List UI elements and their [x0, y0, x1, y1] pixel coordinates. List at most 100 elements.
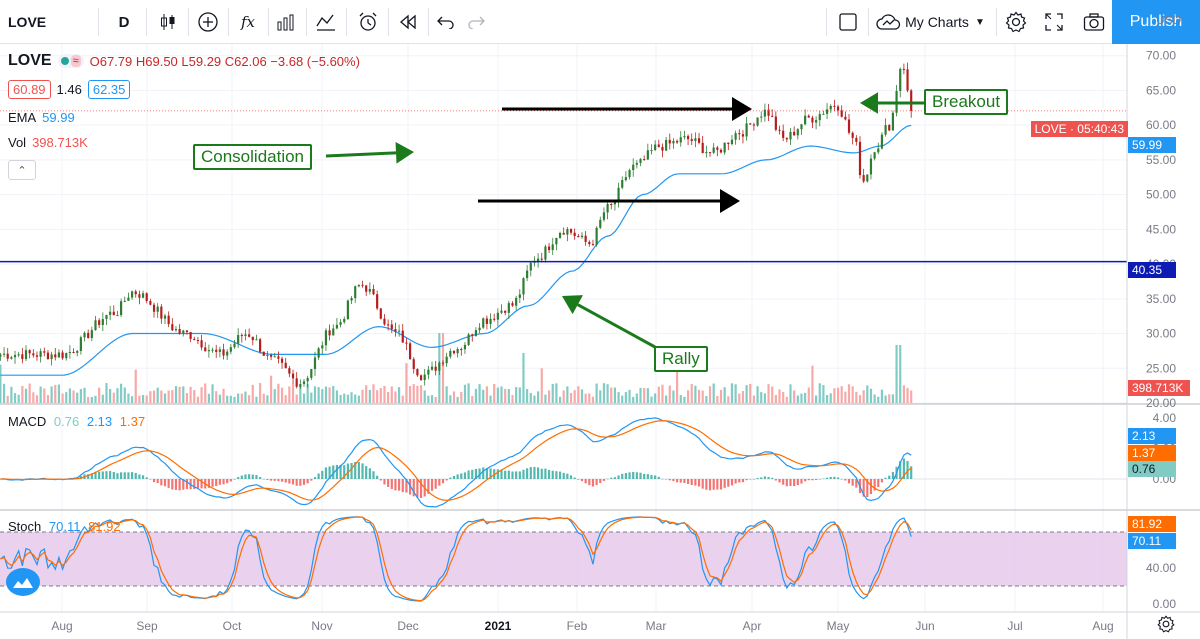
macd-hist-bar — [734, 479, 737, 484]
candle-body — [262, 351, 265, 356]
macd-hist-bar — [87, 474, 90, 479]
redo-icon[interactable] — [462, 0, 490, 44]
macd-hist-bar — [449, 477, 452, 479]
macd-hist-bar — [778, 479, 781, 483]
gear-icon[interactable] — [998, 0, 1034, 44]
financials-icon[interactable] — [268, 0, 304, 44]
volume-bar — [474, 388, 478, 403]
candle-body — [291, 373, 295, 379]
candle-body — [676, 140, 679, 143]
volume-bar — [694, 385, 697, 403]
candle-body — [745, 123, 748, 137]
collapse-legend-button[interactable]: ⌃ — [8, 160, 36, 180]
time-tick-label: Nov — [311, 619, 332, 633]
compare-icon[interactable] — [190, 0, 226, 44]
candle — [182, 329, 185, 337]
candle — [749, 123, 752, 125]
camera-icon[interactable] — [1076, 0, 1112, 44]
symbol-search[interactable]: LOVE — [8, 14, 47, 30]
candle-body — [471, 334, 474, 336]
candle — [54, 347, 57, 361]
templates-icon[interactable] — [308, 0, 344, 44]
macd-hist-bar — [705, 479, 708, 490]
status-pill[interactable]: ≈ — [57, 54, 84, 68]
candle — [50, 351, 53, 366]
fullscreen-icon[interactable] — [1036, 0, 1072, 44]
interval-button[interactable]: D — [118, 13, 130, 31]
candle-body — [496, 312, 499, 320]
my-charts-button[interactable]: My Charts ▼ — [866, 0, 994, 44]
ask-button[interactable]: 62.35 — [87, 80, 131, 99]
volume-bar — [617, 392, 620, 403]
candle — [902, 63, 905, 75]
rally-label[interactable]: Rally — [654, 346, 708, 372]
macd-hist-bar — [211, 479, 214, 487]
indicators-icon[interactable]: fx — [240, 13, 255, 31]
volume-bar — [24, 388, 28, 403]
volume-bar — [291, 383, 295, 403]
macd-hist-bar — [767, 477, 770, 479]
annotation-arrows[interactable] — [325, 92, 924, 349]
volume-bar — [522, 353, 525, 403]
bid-button[interactable]: 60.89 — [8, 80, 51, 99]
volume-bar — [460, 392, 463, 403]
candle — [760, 111, 763, 123]
candle — [500, 304, 503, 315]
candle — [387, 319, 390, 331]
macd-hist-bar — [825, 477, 829, 479]
volume-bar — [83, 387, 86, 403]
candle-body — [793, 131, 796, 136]
volume-bar — [79, 389, 82, 403]
candle — [17, 351, 20, 358]
candle — [350, 296, 353, 304]
volume-bar — [701, 390, 704, 403]
volume-bar — [628, 389, 631, 403]
consolidation-label[interactable]: Consolidation — [193, 144, 313, 170]
alert-icon[interactable] — [350, 0, 386, 44]
candle — [745, 116, 748, 141]
candles-icon[interactable] — [150, 0, 186, 44]
macd-hist-bar — [526, 468, 529, 479]
macd-hist-bar — [756, 477, 759, 479]
settings-gear-icon[interactable] — [1152, 612, 1180, 636]
volume-bar — [847, 384, 851, 403]
candle-body — [697, 138, 701, 143]
macd-hist-bar — [551, 470, 554, 479]
macd-hist-bar — [650, 474, 653, 479]
publish-button[interactable]: Publish — [1112, 0, 1200, 44]
tradingview-logo[interactable] — [6, 568, 40, 596]
macd-hist-bar — [343, 465, 346, 479]
undo-icon[interactable] — [430, 0, 462, 44]
candle-body — [789, 131, 792, 140]
candle — [2, 347, 6, 358]
volume-bar — [240, 393, 243, 403]
macd-hist-bar — [248, 474, 251, 479]
replay-icon[interactable] — [390, 0, 426, 44]
time-axis[interactable]: Aug Sep Oct Nov Dec 2021 Feb Mar Apr May Jun Jul Aug — [51, 619, 1113, 633]
layout-icon[interactable] — [830, 0, 866, 44]
volume-bar — [595, 383, 598, 403]
volume-bar — [526, 389, 529, 403]
breakout-label[interactable]: Breakout — [924, 89, 1009, 115]
macd-hist-bar — [240, 475, 243, 479]
candle — [438, 361, 441, 376]
candle-body — [815, 120, 818, 123]
candle — [152, 302, 156, 318]
volume-bar — [672, 390, 675, 403]
price-tick-label: 55.00 — [1146, 153, 1176, 167]
chart-canvas[interactable]: 75.0070.0065.0060.0055.0050.0045.0040.00… — [0, 44, 1200, 639]
candle — [222, 343, 225, 360]
hline-price-tag[interactable]: 40.35 — [1128, 262, 1176, 278]
candle-body — [65, 352, 68, 359]
macd-hist-tag: 0.76 — [1128, 461, 1176, 477]
candle-body — [756, 117, 759, 126]
macd-hist-bar — [624, 473, 627, 479]
candle-body — [90, 330, 93, 339]
price-axis[interactable]: 75.0070.0065.0060.0055.0050.0045.0040.00… — [1126, 44, 1176, 639]
horizontal-line-40[interactable] — [0, 110, 1127, 263]
volume-bar — [533, 395, 536, 403]
volume-bar — [357, 395, 360, 403]
macd-hist-bar — [460, 473, 463, 479]
volume-bar — [602, 383, 606, 403]
volume-bar — [163, 393, 167, 403]
